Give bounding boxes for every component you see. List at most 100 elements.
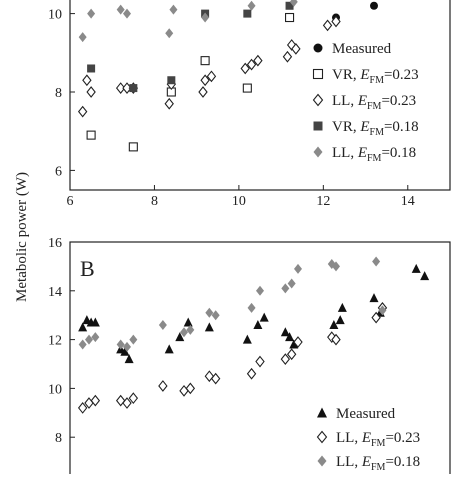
data-point [242,83,252,93]
data-point [77,402,88,414]
data-point [116,4,125,15]
legend-label: LL, [336,430,362,446]
plot-frame [69,241,451,479]
data-point [87,64,96,73]
data-point [370,1,378,10]
legend-label: Measured [332,41,392,57]
data-point [243,9,252,18]
series-4 [87,1,294,93]
legend-label: Measured [336,406,396,422]
data-point [280,353,291,366]
data-point [158,319,167,330]
data-point [78,32,87,43]
data-point [186,324,195,335]
data-point [420,271,430,281]
data-point [371,311,381,324]
legend-subscript: FM [371,462,386,473]
legend-subscript: FM [370,127,385,138]
series-2 [86,12,295,152]
legend-marker [312,68,324,80]
data-point [180,327,188,338]
data-point [378,305,387,316]
legend-entry: LL, EFM=0.18 [332,145,416,164]
legend-subscript: FM [371,438,386,449]
y-tick-label: 8 [55,86,62,101]
data-point [246,367,257,380]
data-point [129,334,138,345]
x-tick-label: 12 [316,194,330,209]
legend-symbol: E [361,430,371,446]
data-point [167,76,176,85]
data-point [287,278,296,289]
legend-marker [316,430,328,444]
legend-marker [317,455,327,467]
series-3 [78,256,387,352]
data-point [294,263,302,274]
legend-label: LL, [336,454,362,470]
legend-entry: VR, EFM=0.23 [332,67,419,86]
data-point [247,0,256,11]
data-point [123,8,131,19]
legend-value: =0.18 [384,119,419,135]
data-point [123,341,131,352]
data-point [332,261,340,272]
legend-symbol: E [359,119,369,135]
legend-subscript: FM [367,101,382,112]
y-tick-label: 10 [48,382,62,397]
data-point [372,256,381,267]
data-point [198,86,208,98]
data-point [242,334,252,344]
data-point [201,12,210,23]
legend-value: =0.23 [384,67,419,83]
data-point [164,97,174,110]
legend-value: =0.18 [381,145,416,161]
panel-label: B [80,256,95,281]
legend-symbol: E [357,93,367,109]
data-point [240,62,250,75]
y-tick-label: 6 [55,164,62,179]
series-3 [77,15,341,118]
data-point [78,339,87,350]
data-point [204,322,214,332]
legend-value: =0.23 [385,430,420,446]
legend-subscript: FM [367,153,382,164]
data-point [85,334,93,345]
data-point [369,293,379,303]
legend-value: =0.23 [381,93,416,109]
data-point [164,344,174,354]
legend-label: LL, [332,93,358,109]
data-point [78,322,88,332]
data-point [200,56,210,66]
data-point [90,317,100,327]
series-1 [78,263,430,364]
data-point [91,332,100,343]
data-point [210,372,221,385]
legend-entry: VR, EFM=0.18 [332,119,419,138]
data-point [291,42,301,55]
data-point [183,317,193,327]
y-axis-label: Metabolic power (W) [14,172,30,302]
data-point [169,4,178,15]
data-point [285,332,295,342]
legend-entry: LL, EFM=0.23 [332,93,416,112]
data-point [129,84,138,93]
legend-marker [312,93,324,107]
data-point [281,283,290,294]
data-point [122,397,132,409]
series-5 [78,0,298,43]
data-point [331,333,341,346]
y-tick-label: 10 [48,8,62,23]
data-point [77,105,88,118]
legend-symbol: E [357,145,367,161]
legend-symbol: E [359,67,369,83]
legend-marker [313,121,323,131]
data-point [322,19,333,32]
legend-subscript: FM [370,75,385,86]
data-point [335,315,345,325]
data-point [128,142,138,152]
data-point [128,392,139,405]
data-point [282,50,293,63]
